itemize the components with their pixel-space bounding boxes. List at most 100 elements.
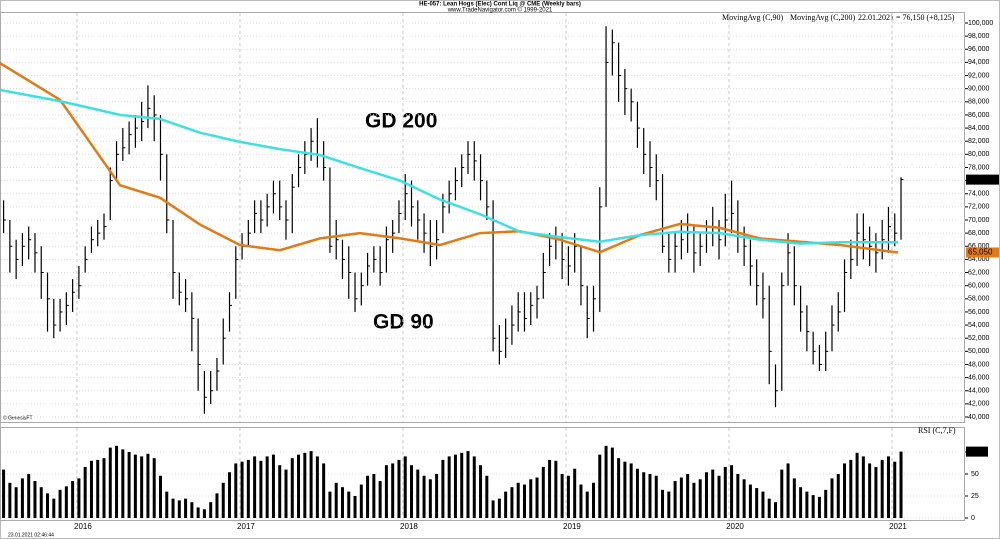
y-tick-label: 98,000	[968, 33, 990, 40]
y-tick-label: 0	[971, 515, 975, 522]
rsi-bar	[83, 466, 87, 518]
rsi-bar	[723, 466, 727, 518]
y-tick-label: 70,000	[968, 217, 990, 224]
rsi-bar	[497, 498, 501, 518]
rsi-bar	[679, 477, 683, 518]
y-tick-label: 56,000	[968, 309, 990, 316]
rsi-bar	[410, 465, 414, 518]
rsi-bar	[698, 479, 702, 518]
chart-title: HE-057: Lean Hogs (Elec) Cont Liq @ CME …	[419, 2, 581, 8]
rsi-bar	[441, 459, 445, 518]
moving-average-line	[0, 88, 898, 245]
rsi-bar	[585, 491, 589, 518]
rsi-bar	[259, 460, 263, 518]
rsi-bar	[416, 469, 420, 518]
chart-subtitle: www.TradeNavigator.com © 1999-2021	[447, 7, 553, 14]
rsi-bar	[14, 487, 18, 518]
rsi-bar	[855, 452, 859, 518]
rsi-bar	[730, 465, 734, 518]
rsi-bar	[472, 456, 476, 518]
rsi-bar	[209, 502, 213, 518]
rsi-bar	[799, 487, 803, 518]
rsi-bar	[240, 461, 244, 518]
y-tick-label: 100,000	[968, 20, 993, 27]
rsi-bar	[271, 454, 275, 518]
rsi-bar	[121, 449, 125, 518]
rsi-bar	[491, 500, 495, 518]
rsi-bar	[234, 463, 238, 518]
rsi-bar	[435, 474, 439, 518]
legend-entry: MovingAvg (C,90)	[722, 13, 784, 22]
rsi-bar	[849, 459, 853, 518]
rsi-bar	[102, 458, 106, 518]
y-tick-label: 46,000	[968, 374, 990, 381]
rsi-bar	[861, 456, 865, 518]
y-tick-label: 48,000	[968, 361, 990, 368]
y-tick-label: 60,000	[968, 283, 990, 290]
rsi-bar	[347, 491, 351, 518]
rsi-bar	[340, 487, 344, 518]
y-tick-label: 96,000	[968, 46, 990, 53]
rsi-bar	[692, 482, 696, 518]
value-marker-label: 65,050	[968, 248, 993, 257]
x-tick-label: 2020	[726, 522, 744, 531]
rsi-bar	[253, 456, 257, 518]
rsi-bar	[133, 454, 137, 518]
rsi-bar	[152, 458, 156, 518]
rsi-bar	[510, 487, 514, 518]
rsi-bar	[89, 460, 93, 518]
rsi-bar	[246, 459, 250, 518]
rsi-bar	[792, 478, 796, 518]
y-tick-label: 88,000	[968, 99, 990, 106]
rsi-bar	[742, 479, 746, 518]
rsi-bar	[824, 489, 828, 518]
rsi-bar	[422, 475, 426, 518]
rsi-bar	[372, 474, 376, 518]
rsi-bar	[554, 460, 558, 518]
annotation: GD 90	[373, 311, 434, 334]
rsi-bar	[648, 474, 652, 518]
rsi-bar	[604, 445, 608, 518]
rsi-bar	[774, 502, 778, 518]
y-tick-label: 50,000	[968, 348, 990, 355]
rsi-bar	[140, 456, 144, 518]
rsi-bar	[190, 502, 194, 518]
annotation: GD 200	[365, 110, 437, 133]
rsi-bar	[654, 475, 658, 518]
rsi-bar	[642, 472, 646, 518]
y-tick-label: 50	[971, 471, 979, 478]
rsi-bar	[535, 477, 539, 518]
y-tick-label: 82,000	[968, 138, 990, 145]
rsi-bar	[353, 496, 357, 518]
y-tick-label: 42,000	[968, 401, 990, 408]
rsi-bar	[33, 481, 37, 518]
rsi-bar	[541, 466, 545, 518]
y-tick-label: 80,000	[968, 151, 990, 158]
rsi-bar	[573, 468, 577, 518]
rsi-bar	[805, 491, 809, 518]
y-tick-label: 66,000	[968, 243, 990, 250]
rsi-bar	[303, 452, 307, 518]
x-tick-label: 2017	[237, 522, 255, 531]
rsi-bar	[767, 498, 771, 518]
rsi-bar	[334, 482, 338, 518]
rsi-bar	[328, 491, 332, 518]
rsi-bar	[704, 472, 708, 518]
rsi-bar	[686, 474, 690, 518]
rsi-bar	[171, 498, 175, 518]
y-tick-label: 40,000	[968, 414, 990, 421]
rsi-bar	[228, 472, 232, 518]
rsi-bar	[366, 475, 370, 518]
rsi-bar	[297, 454, 301, 518]
rsi-bar	[548, 459, 552, 518]
rsi-bar	[77, 478, 81, 518]
rsi-bar	[96, 459, 100, 518]
y-tick-label: 52,000	[968, 335, 990, 342]
y-tick-label: 68,000	[968, 230, 990, 237]
rsi-bar	[529, 479, 533, 518]
y-tick-label: 78,000	[968, 164, 990, 171]
rsi-bar	[177, 500, 181, 518]
rsi-bar	[52, 498, 56, 518]
rsi-bar	[403, 456, 407, 518]
y-tick-label: 72,000	[968, 204, 990, 211]
